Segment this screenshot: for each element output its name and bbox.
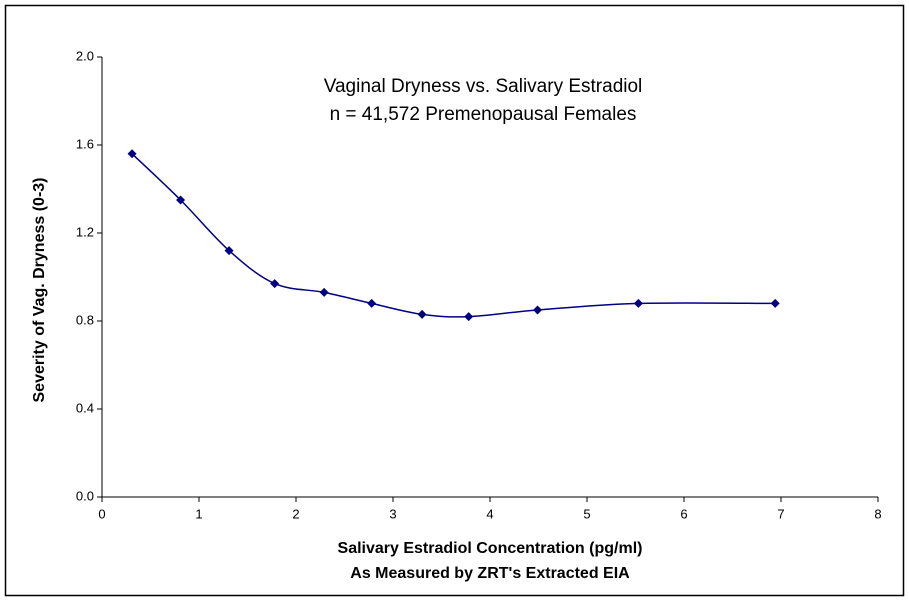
y-tick-label: 0.8 — [76, 312, 94, 327]
y-axis-label: Severity of Vag. Dryness (0-3) — [31, 178, 48, 403]
point-marker — [533, 305, 543, 315]
point-marker — [224, 246, 234, 256]
y-tick-label: 2.0 — [76, 48, 94, 63]
x-tick-label: 6 — [680, 506, 687, 521]
x-tick-label: 2 — [292, 506, 299, 521]
y-tick-label: 1.2 — [76, 224, 94, 239]
point-marker — [367, 298, 377, 308]
chart-subtitle: n = 41,572 Premenopausal Females — [330, 104, 637, 125]
point-marker — [319, 287, 329, 297]
point-marker — [770, 298, 780, 308]
x-tick-label: 7 — [777, 506, 784, 521]
x-axis-label: Salivary Estradiol Concentration (pg/ml) — [338, 540, 643, 557]
point-marker — [176, 195, 186, 205]
x-axis-label: As Measured by ZRT's Extracted EIA — [350, 565, 630, 582]
y-tick-label: 0.4 — [76, 400, 94, 415]
x-tick-label: 3 — [389, 506, 396, 521]
x-tick-label: 1 — [195, 506, 202, 521]
point-marker — [270, 279, 280, 289]
series-line — [131, 153, 776, 318]
y-tick-label: 1.6 — [76, 136, 94, 151]
x-tick-label: 4 — [486, 506, 493, 521]
x-tick-label: 5 — [583, 506, 590, 521]
point-marker — [633, 298, 643, 308]
y-tick-label: 0.0 — [76, 488, 94, 503]
x-tick-label: 8 — [874, 506, 881, 521]
x-tick-label: 0 — [98, 506, 105, 521]
point-marker — [127, 149, 137, 159]
point-marker — [417, 309, 427, 319]
point-marker — [464, 312, 474, 322]
chart-title: Vaginal Dryness vs. Salivary Estradiol — [324, 76, 643, 97]
